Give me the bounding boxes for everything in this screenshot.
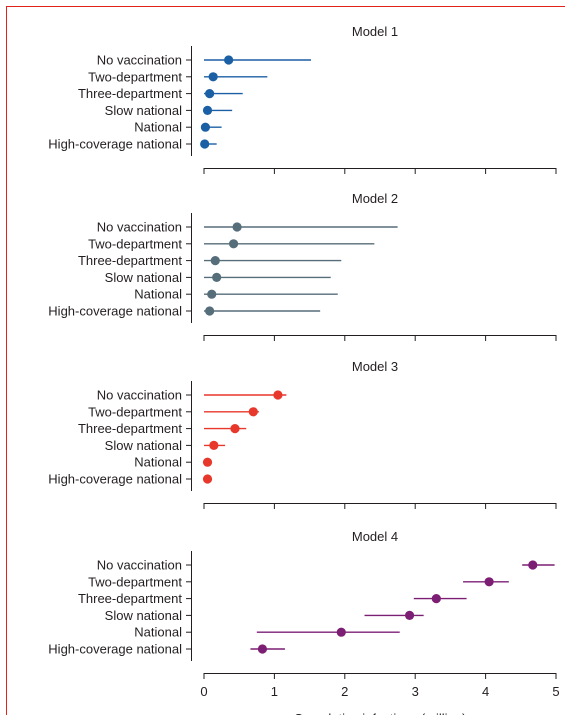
category-label: National: [134, 625, 182, 640]
point-estimate: [224, 55, 234, 65]
point-estimate: [200, 139, 210, 149]
point-estimate: [207, 289, 217, 299]
category-label: Three-department: [78, 421, 182, 436]
category-label: Two-department: [88, 574, 182, 589]
category-label: High-coverage national: [48, 472, 182, 487]
category-label: Slow national: [105, 608, 182, 623]
category-label: National: [134, 287, 182, 302]
x-tick-label: 1: [271, 684, 278, 699]
point-estimate: [528, 560, 538, 570]
category-label: Slow national: [105, 438, 182, 453]
panel-title: Model 2: [352, 191, 398, 206]
x-axis-title: Cumulative infections (million): [294, 711, 467, 715]
category-label: National: [134, 120, 182, 135]
point-estimate: [208, 72, 218, 82]
point-estimate: [205, 306, 215, 316]
category-label: Two-department: [88, 404, 182, 419]
panel-title: Model 1: [352, 24, 398, 39]
point-estimate: [248, 407, 258, 417]
point-estimate: [209, 440, 219, 450]
point-estimate: [273, 390, 283, 400]
point-estimate: [404, 610, 415, 621]
point-estimate: [257, 644, 268, 654]
point-estimate: [336, 627, 346, 637]
point-estimate: [205, 89, 215, 99]
x-tick-label: 0: [200, 684, 207, 699]
point-estimate: [228, 239, 239, 249]
point-estimate: [202, 105, 213, 115]
point-estimate: [202, 474, 213, 484]
category-label: High-coverage national: [48, 304, 182, 319]
category-label: No vaccination: [97, 53, 182, 68]
point-estimate: [200, 122, 211, 132]
category-label: Three-department: [78, 253, 182, 268]
point-estimate: [232, 222, 242, 232]
category-label: No vaccination: [97, 220, 182, 235]
category-label: Two-department: [88, 69, 182, 84]
category-label: Two-department: [88, 236, 182, 251]
x-tick-label: 4: [482, 684, 489, 699]
category-label: No vaccination: [97, 388, 182, 403]
category-label: No vaccination: [97, 558, 182, 573]
category-label: National: [134, 455, 182, 470]
x-tick-label: 5: [552, 684, 559, 699]
point-estimate: [230, 424, 240, 434]
category-label: Three-department: [78, 86, 182, 101]
category-label: Slow national: [105, 270, 182, 285]
x-tick-label: 2: [341, 684, 348, 699]
x-tick-label: 3: [412, 684, 419, 699]
point-estimate: [202, 457, 213, 467]
category-label: Three-department: [78, 591, 182, 606]
panel-title: Model 3: [352, 359, 398, 374]
point-estimate: [210, 256, 220, 266]
panel-title: Model 4: [352, 529, 398, 544]
category-label: High-coverage national: [48, 642, 182, 657]
point-estimate: [212, 272, 222, 282]
point-estimate: [484, 577, 494, 587]
point-estimate: [431, 594, 441, 604]
category-label: High-coverage national: [48, 137, 182, 152]
category-label: Slow national: [105, 103, 182, 118]
